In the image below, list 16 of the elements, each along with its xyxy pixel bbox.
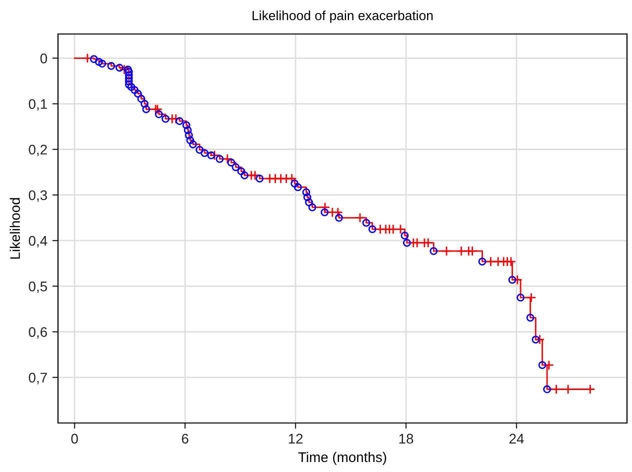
x-axis-title: Time (months): [298, 452, 386, 465]
y-tick-label: 0,1: [28, 99, 47, 111]
chart-title: Likelihood of pain exacerbation: [252, 10, 433, 23]
x-tick-label: 6: [182, 434, 188, 444]
x-tick-label: 18: [399, 434, 414, 444]
y-tick-label: 0,5: [28, 282, 48, 293]
x-tick-label: 0: [71, 434, 78, 444]
x-tick-label: 24: [509, 434, 524, 444]
x-tick-label: 12: [288, 434, 303, 444]
y-tick-label: 0,7: [28, 372, 47, 384]
y-tick-label: 0: [40, 54, 48, 64]
y-tick-label: 0,6: [28, 327, 47, 339]
y-tick-label: 0,3: [28, 190, 47, 202]
y-tick-label: 0,4: [28, 236, 48, 248]
y-axis-title: Likelihood: [10, 198, 20, 259]
y-tick-label: 0,2: [28, 144, 47, 156]
